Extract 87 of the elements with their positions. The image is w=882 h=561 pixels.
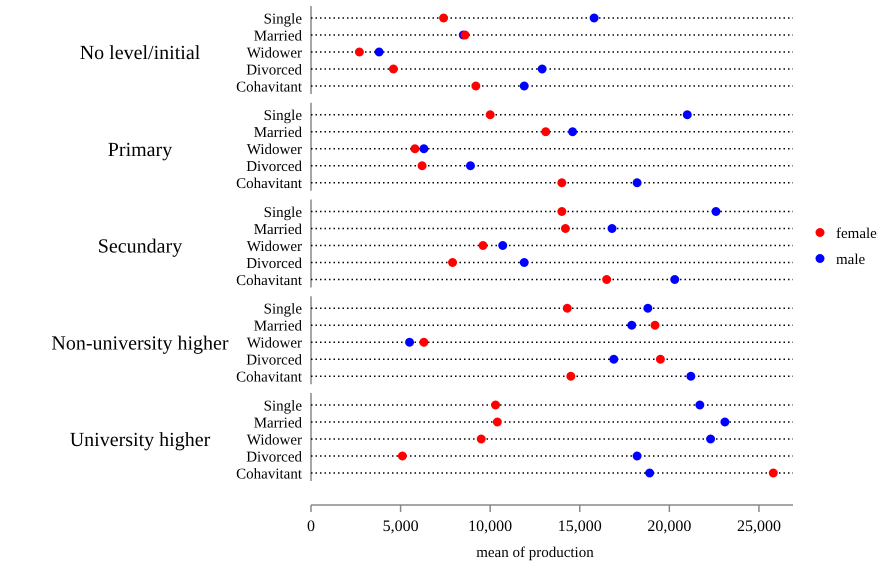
y-tick-label: Widower: [246, 142, 302, 158]
point: [557, 207, 566, 216]
text: Secundary: [98, 236, 182, 258]
point: [471, 82, 480, 90]
point: [520, 258, 529, 267]
point: [695, 400, 704, 410]
y-tick-label: Widower: [246, 45, 302, 62]
point: [643, 304, 652, 313]
y-tick-label: Single: [264, 11, 302, 28]
y-tick-label: Widower: [246, 336, 302, 352]
point: [476, 434, 486, 444]
legend-label: female: [836, 226, 878, 242]
y-tick-label: Single: [264, 108, 302, 124]
point: [557, 178, 566, 188]
y-tick-label: Single: [264, 204, 302, 221]
point: [466, 161, 475, 170]
y-tick-label: Cohavitant: [236, 272, 303, 289]
text: University higher: [70, 429, 211, 451]
point: [566, 372, 576, 381]
text: Primary: [108, 138, 172, 161]
point: [520, 82, 529, 90]
point: [491, 400, 500, 410]
x-tick-label: 10,000: [468, 518, 512, 535]
y-tick-label: Cohavitant: [236, 466, 303, 482]
point: [670, 275, 680, 284]
point: [711, 207, 720, 216]
point: [388, 64, 398, 74]
point: [405, 338, 414, 347]
text: Non-university higher: [51, 332, 229, 354]
point: [398, 452, 407, 460]
point: [478, 241, 488, 250]
point: [656, 354, 665, 364]
y-tick-label: Widower: [246, 432, 302, 448]
point: [498, 241, 508, 250]
y-tick-label: Divorced: [246, 256, 302, 272]
y-tick-label: Widower: [246, 238, 302, 255]
point: [541, 127, 550, 136]
point: [538, 64, 547, 74]
y-tick-label: Divorced: [246, 352, 302, 368]
point: [562, 304, 572, 313]
point: [768, 468, 778, 478]
x-tick-label: 20,000: [647, 518, 692, 535]
point: [627, 320, 636, 330]
x-tick-label: 15,000: [558, 518, 602, 535]
point: [602, 275, 612, 284]
point: [410, 144, 420, 154]
text: No level/initial: [80, 42, 201, 64]
point: [418, 161, 427, 170]
point: [492, 418, 502, 426]
y-tick-label: Married: [254, 28, 302, 44]
y-tick-label: Divorced: [246, 449, 302, 466]
point: [706, 434, 716, 444]
point: [645, 468, 654, 478]
x-tick-label: 25,000: [736, 518, 781, 535]
y-tick-label: Married: [254, 125, 302, 141]
y-tick-label: Married: [254, 318, 302, 334]
point: [448, 258, 458, 267]
point: [686, 372, 696, 381]
y-tick-label: Single: [264, 302, 302, 318]
y-tick-label: Cohavitant: [236, 79, 303, 96]
point: [632, 452, 642, 460]
point: [374, 48, 384, 56]
y-tick-label: Cohavitant: [236, 176, 303, 192]
x-axis-title: mean of production: [476, 545, 594, 561]
point: [568, 127, 578, 136]
y-tick-label: Divorced: [246, 62, 302, 78]
point: [650, 320, 660, 330]
y-tick-label: Cohavitant: [236, 370, 303, 386]
y-tick-label: Married: [254, 415, 302, 432]
point: [419, 144, 428, 154]
y-tick-label: Married: [254, 222, 302, 238]
legend-label: male: [836, 252, 866, 268]
point: [560, 224, 570, 233]
point: [590, 14, 599, 22]
point: [720, 418, 730, 426]
point: [439, 14, 448, 22]
point: [682, 110, 692, 120]
point: [632, 178, 642, 188]
point: [419, 338, 428, 347]
point: [608, 224, 617, 233]
point: [609, 354, 618, 364]
y-tick-label: Single: [264, 398, 302, 414]
x-tick-label: 5,000: [382, 518, 419, 535]
y-tick-label: Divorced: [246, 159, 302, 175]
point: [486, 110, 495, 120]
x-tick-label: 0: [307, 518, 315, 535]
point: [354, 48, 364, 56]
